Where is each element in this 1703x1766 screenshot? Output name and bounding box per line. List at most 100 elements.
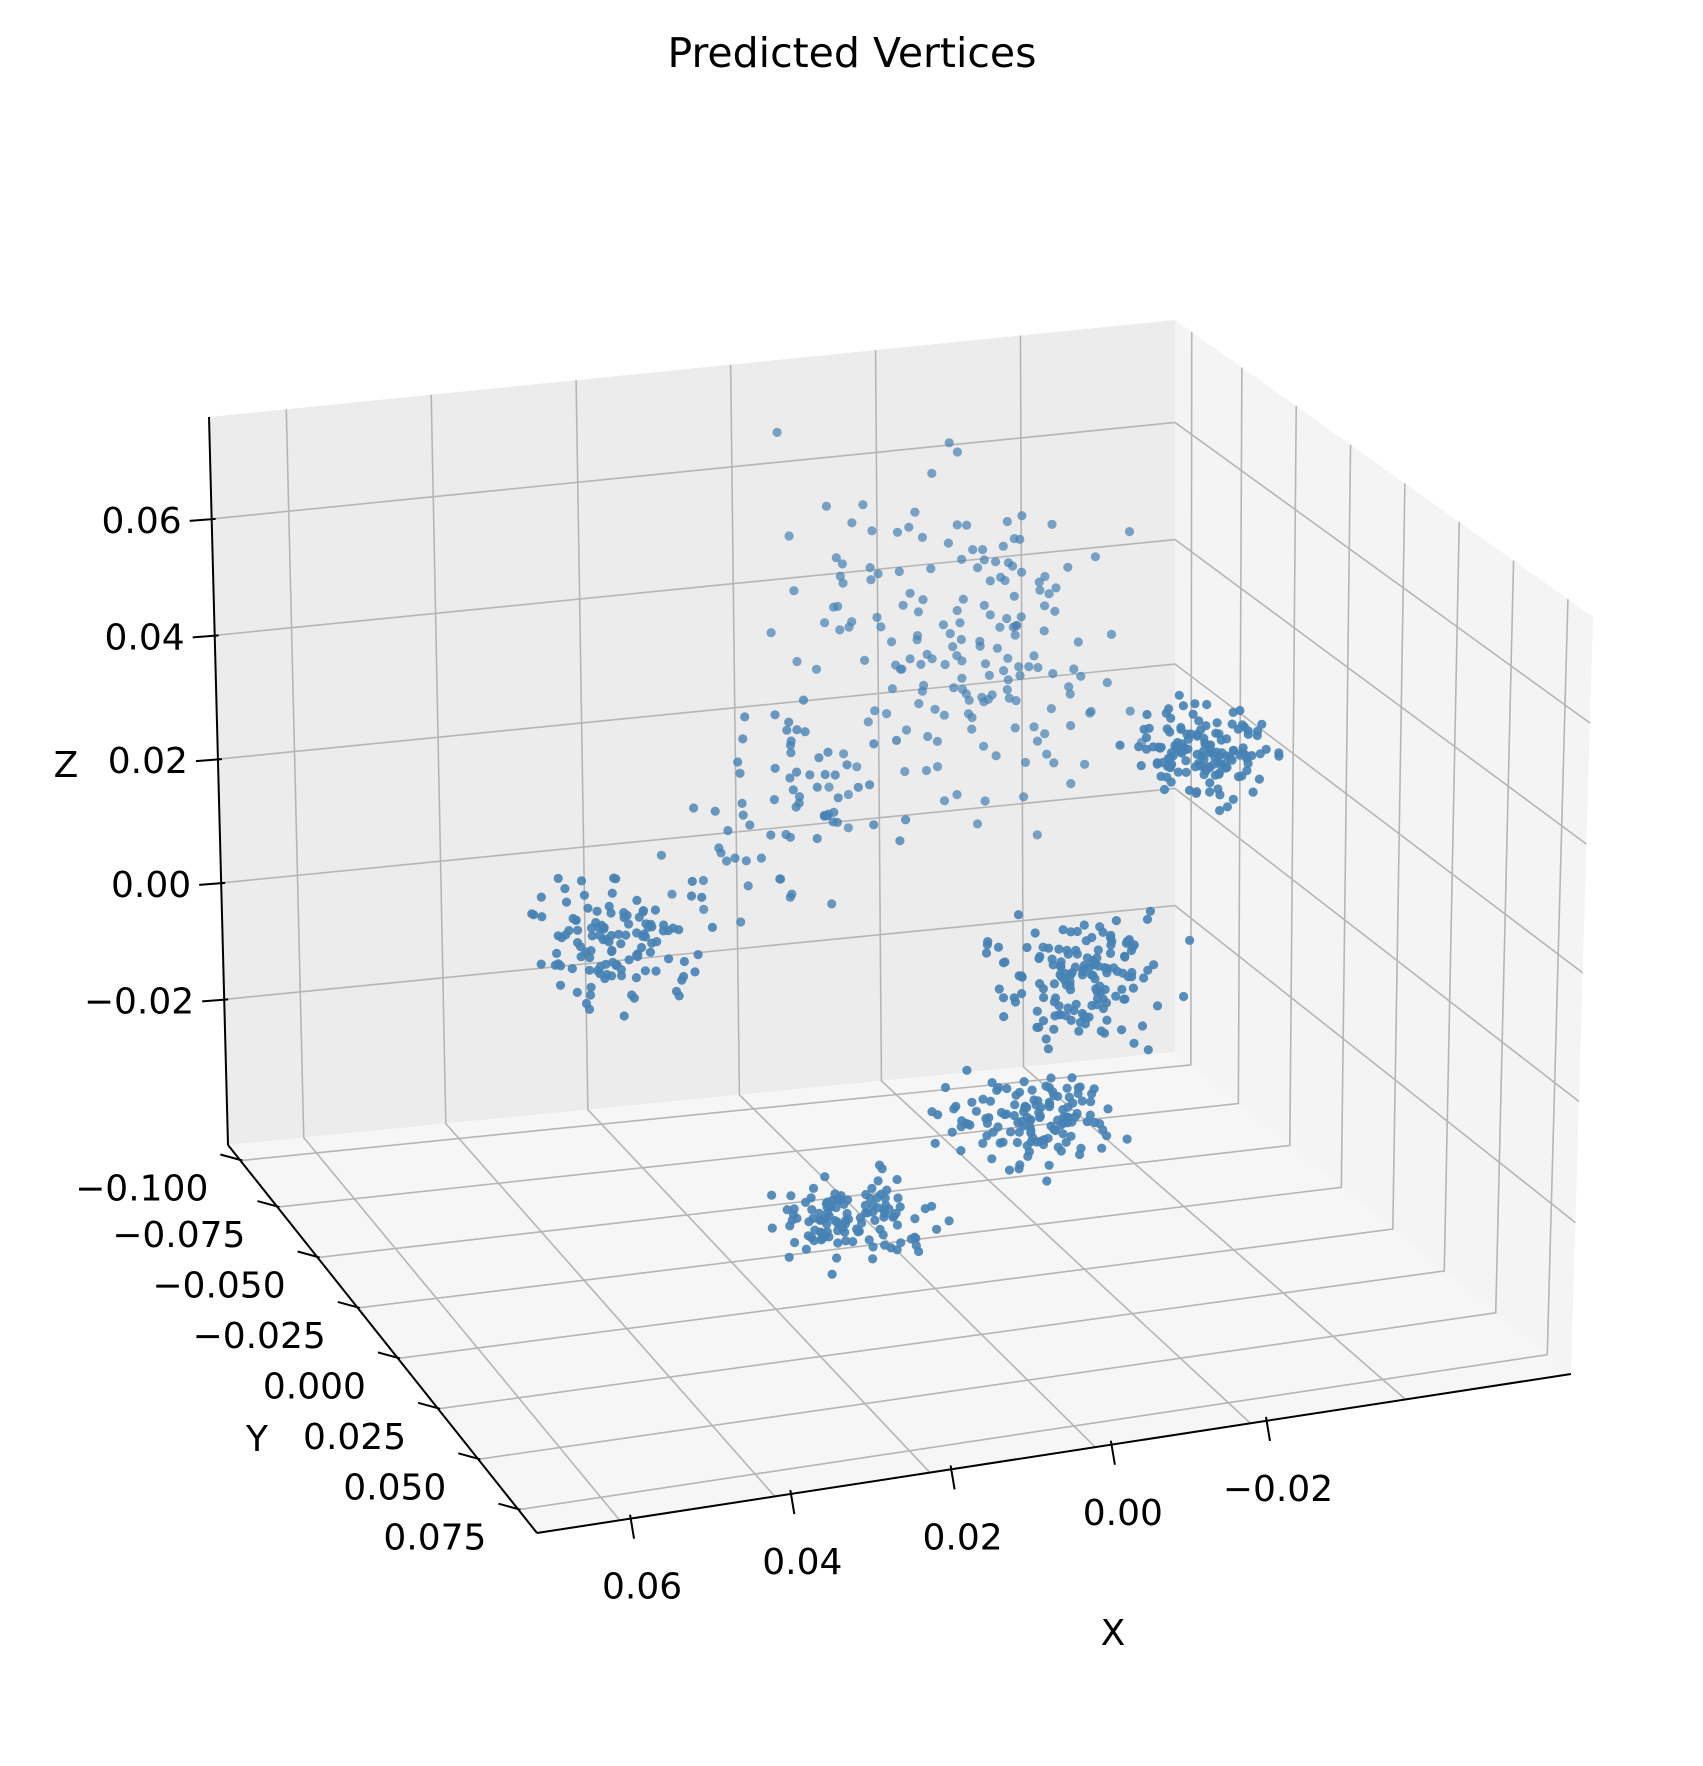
- data-point: [1036, 1102, 1046, 1112]
- data-point: [784, 1252, 794, 1262]
- y-grid-line: [357, 444, 1352, 1309]
- data-point: [1087, 932, 1097, 943]
- data-point: [552, 948, 562, 959]
- data-point: [985, 576, 995, 586]
- data-point: [978, 1138, 988, 1148]
- z-axis-label: Z: [54, 745, 79, 786]
- data-point: [1166, 777, 1176, 787]
- data-point: [1015, 670, 1025, 681]
- data-point: [624, 919, 634, 929]
- data-point: [1009, 591, 1019, 601]
- data-point: [1017, 989, 1027, 999]
- data-point: [843, 823, 854, 833]
- data-point: [945, 629, 955, 639]
- data-point: [698, 875, 709, 886]
- data-point: [1035, 1111, 1045, 1121]
- data-point: [987, 690, 997, 700]
- data-point: [865, 780, 875, 790]
- data-point: [967, 1097, 977, 1107]
- data-point: [1080, 759, 1090, 769]
- data-point: [1064, 1092, 1074, 1102]
- scatter-points: [527, 427, 1284, 1279]
- data-point: [917, 532, 928, 543]
- data-point: [1101, 998, 1112, 1008]
- data-point: [1010, 997, 1021, 1007]
- data-point: [1194, 716, 1204, 726]
- data-point: [650, 905, 661, 915]
- data-point: [926, 564, 936, 574]
- data-point: [1019, 792, 1029, 802]
- data-point: [998, 541, 1008, 551]
- data-point: [828, 817, 838, 827]
- data-point: [836, 1191, 846, 1201]
- data-point: [592, 906, 602, 916]
- data-point: [1102, 1015, 1112, 1025]
- data-point: [957, 554, 967, 565]
- data-point: [1181, 756, 1191, 766]
- data-point: [1063, 949, 1073, 959]
- data-point: [843, 1195, 853, 1205]
- data-point: [927, 654, 937, 664]
- data-point: [863, 717, 873, 727]
- y-tick-label: −0.050: [152, 1266, 285, 1307]
- data-point: [1038, 942, 1048, 952]
- y-tick-mark: [417, 1401, 441, 1410]
- data-point: [911, 1240, 921, 1251]
- data-point: [1063, 562, 1073, 572]
- data-point: [920, 1204, 930, 1214]
- z-tick-label: 0.06: [102, 501, 182, 542]
- x-tick-label: 0.04: [762, 1542, 842, 1583]
- data-point: [1239, 722, 1250, 732]
- x-tick-label: 0.06: [602, 1567, 682, 1608]
- data-point: [1034, 577, 1044, 587]
- data-point: [1044, 589, 1054, 599]
- data-point: [776, 874, 786, 884]
- data-point: [658, 926, 669, 936]
- data-point: [1065, 689, 1075, 699]
- data-point: [887, 637, 897, 647]
- data-point: [837, 559, 848, 569]
- x-tick-mark: [629, 1514, 636, 1539]
- data-point: [1090, 552, 1100, 562]
- data-point: [996, 572, 1006, 582]
- data-point: [985, 1096, 996, 1106]
- data-point: [914, 699, 924, 709]
- data-point: [1174, 690, 1184, 700]
- data-point: [536, 959, 546, 969]
- data-point: [866, 575, 876, 585]
- data-point: [1058, 1129, 1068, 1139]
- axis-panes: [209, 320, 1593, 1533]
- data-point: [632, 950, 642, 960]
- data-point: [981, 1113, 991, 1124]
- y-tick-mark: [377, 1351, 401, 1360]
- data-point: [555, 980, 566, 990]
- data-point: [1252, 730, 1262, 741]
- data-point: [952, 520, 962, 530]
- data-point: [830, 770, 840, 780]
- data-point: [609, 873, 619, 883]
- data-point: [710, 806, 720, 816]
- data-point: [1039, 992, 1049, 1003]
- data-point: [940, 1082, 951, 1093]
- data-point: [651, 966, 661, 976]
- data-point: [1064, 682, 1074, 692]
- data-point: [1033, 662, 1043, 673]
- data-point: [910, 1214, 920, 1224]
- data-point: [808, 1183, 819, 1193]
- axis-ticks: 0.06 0.04 0.02 0.00 −0.02 0.06 0.04 0.02 0.00 −0.…: [75, 501, 1333, 1608]
- data-point: [656, 850, 667, 860]
- x-tick-mark: [949, 1465, 956, 1490]
- data-point: [820, 1172, 830, 1182]
- data-point: [1205, 778, 1215, 788]
- data-point: [632, 895, 642, 906]
- data-point: [1022, 1112, 1032, 1122]
- data-point: [823, 747, 833, 757]
- back-wall-pane: [209, 320, 1175, 1145]
- data-point: [944, 438, 954, 448]
- data-point: [616, 971, 627, 981]
- data-point: [863, 1208, 873, 1218]
- data-point: [561, 930, 571, 940]
- data-point: [1274, 748, 1284, 758]
- data-point: [1032, 1006, 1042, 1016]
